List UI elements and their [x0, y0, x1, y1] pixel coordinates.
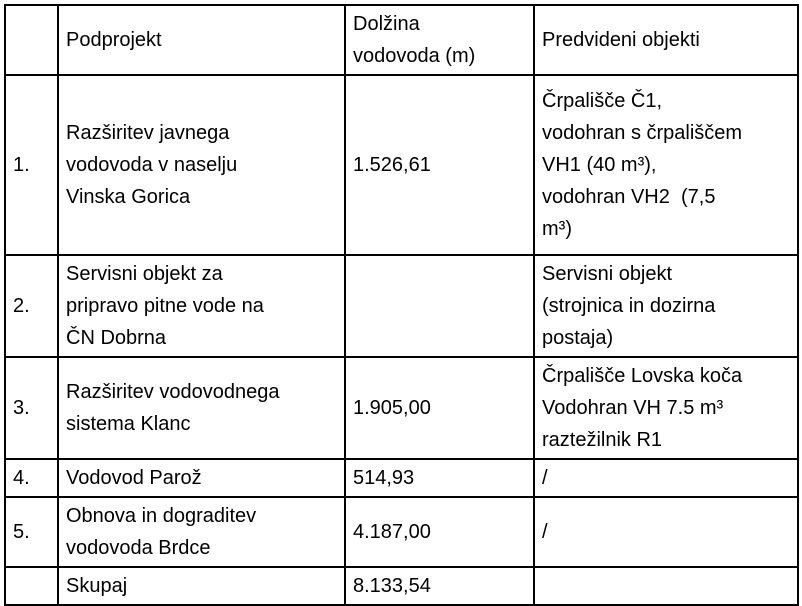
total-label: Skupaj [57, 566, 346, 606]
dolzina-cell: 1.905,00 [344, 356, 535, 460]
table-row: 2. Servisni objekt za pripravo pitne vod… [4, 254, 799, 358]
objekti-cell: Črpališče Č1, vodohran s črpališčem VH1 … [533, 74, 799, 256]
header-row: Podprojekt Dolžina vodovoda (m) Predvide… [4, 4, 799, 76]
podprojekt-cell: Razširitev javnega vodovoda v naselju Vi… [57, 74, 346, 256]
table-row: 1. Razširitev javnega vodovoda v naselju… [4, 74, 799, 256]
row-number-cell: 1. [4, 74, 59, 256]
row-number-cell: 5. [4, 496, 59, 568]
objekti-cell: / [533, 458, 799, 498]
footer-objekti-cell [533, 566, 799, 606]
objekti-cell: / [533, 496, 799, 568]
row-number-cell: 3. [4, 356, 59, 460]
projects-table: Podprojekt Dolžina vodovoda (m) Predvide… [4, 4, 799, 606]
dolzina-cell: 514,93 [344, 458, 535, 498]
table-header: Podprojekt Dolžina vodovoda (m) Predvide… [4, 4, 799, 76]
footer-number-cell [4, 566, 59, 606]
header-number [4, 4, 59, 76]
dolzina-cell: 4.187,00 [344, 496, 535, 568]
podprojekt-cell: Servisni objekt za pripravo pitne vode n… [57, 254, 346, 358]
row-number-cell: 4. [4, 458, 59, 498]
total-value: 8.133,54 [344, 566, 535, 606]
dolzina-cell [344, 254, 535, 358]
podprojekt-cell: Obnova in dograditev vodovoda Brdce [57, 496, 346, 568]
objekti-cell: Črpališče Lovska koča Vodohran VH 7.5 m³… [533, 356, 799, 460]
objekti-cell: Servisni objekt (strojnica in dozirna po… [533, 254, 799, 358]
total-row: Skupaj 8.133,54 [4, 566, 799, 606]
table-row: 5. Obnova in dograditev vodovoda Brdce 4… [4, 496, 799, 568]
table-row: 4. Vodovod Parož 514,93 / [4, 458, 799, 498]
table-row: 3. Razširitev vodovodnega sistema Klanc … [4, 356, 799, 460]
header-predvideni-objekti: Predvideni objekti [533, 4, 799, 76]
podprojekt-cell: Vodovod Parož [57, 458, 346, 498]
podprojekt-cell: Razširitev vodovodnega sistema Klanc [57, 356, 346, 460]
dolzina-cell: 1.526,61 [344, 74, 535, 256]
row-number-cell: 2. [4, 254, 59, 358]
header-dolzina-vodovoda: Dolžina vodovoda (m) [344, 4, 535, 76]
header-podprojekt: Podprojekt [57, 4, 346, 76]
document-page: Podprojekt Dolžina vodovoda (m) Predvide… [4, 4, 799, 606]
table-footer: Skupaj 8.133,54 [4, 566, 799, 606]
table-body: 1. Razširitev javnega vodovoda v naselju… [4, 74, 799, 568]
